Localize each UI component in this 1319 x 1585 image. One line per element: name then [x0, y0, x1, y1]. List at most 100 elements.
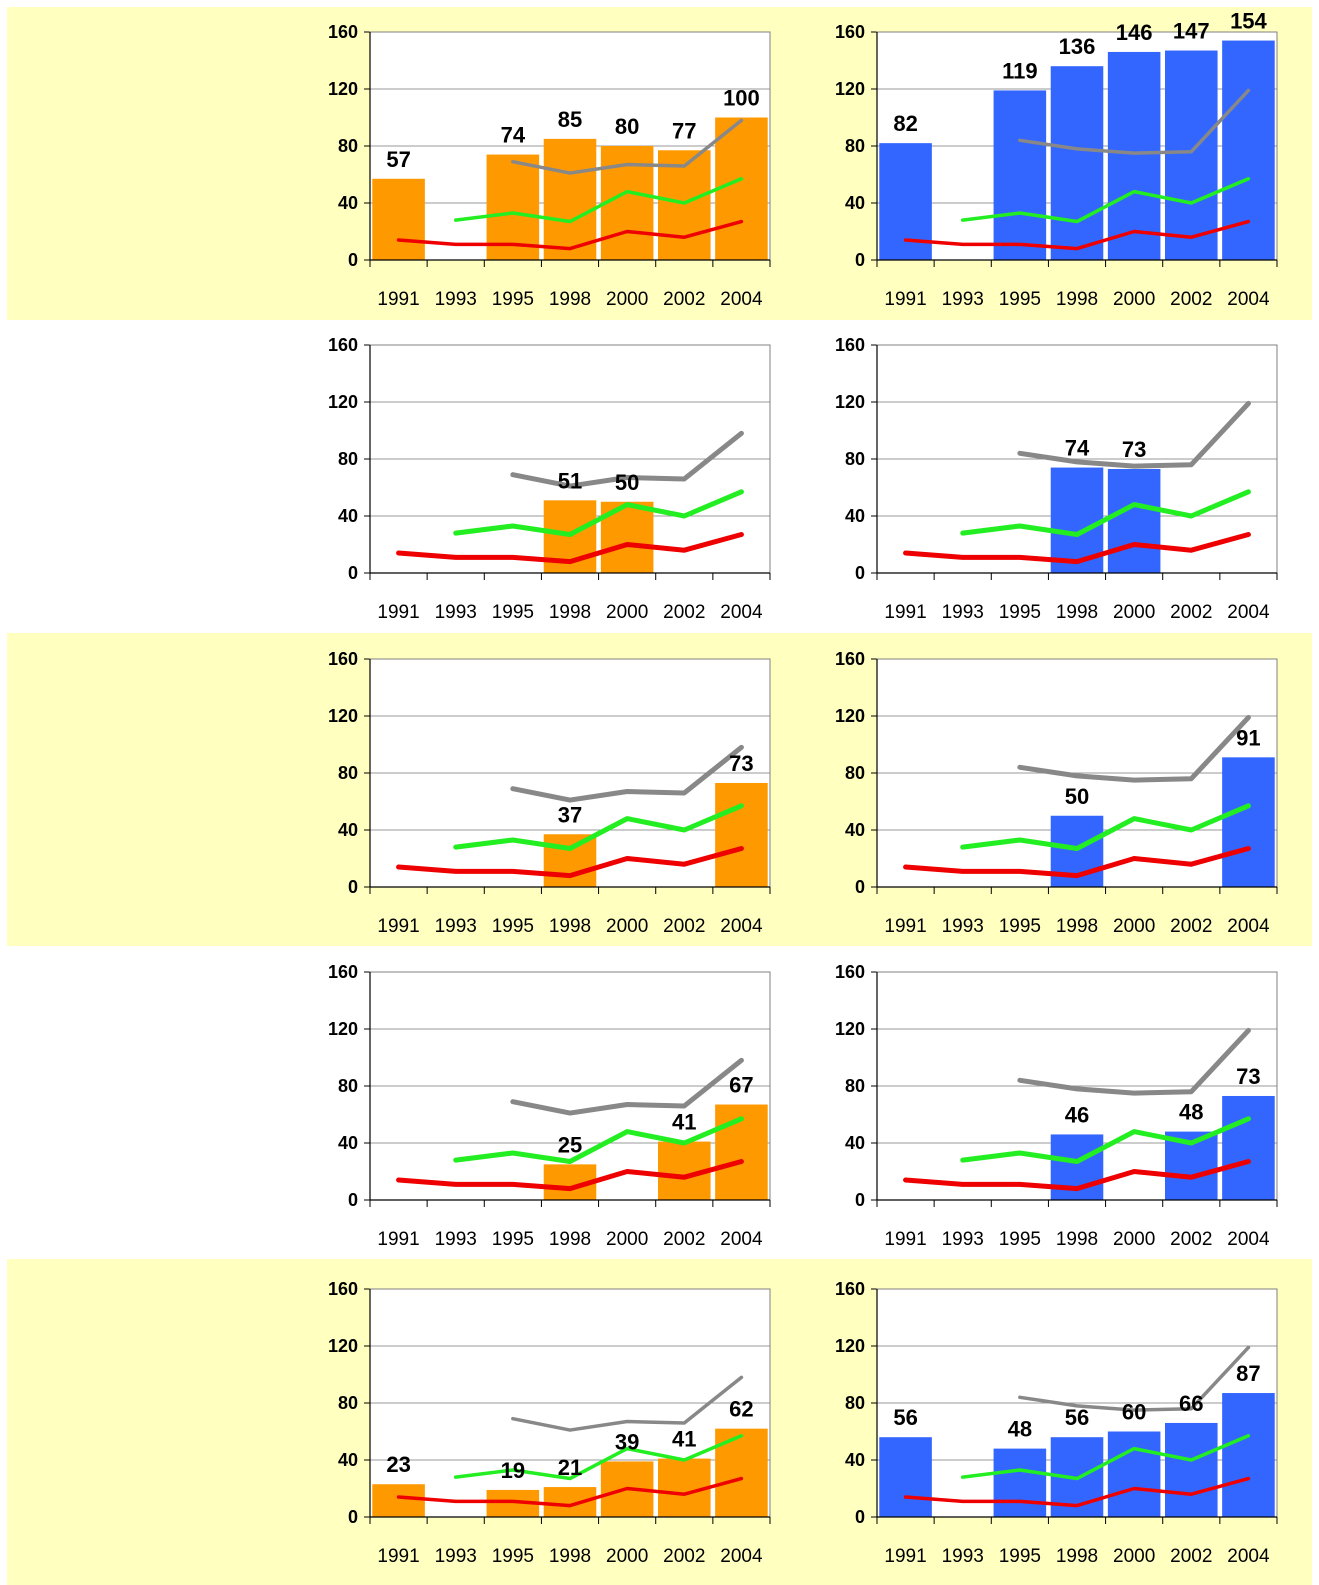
x-tick-label: 1991 [884, 916, 926, 937]
green-series-line [960, 1116, 1251, 1165]
green-series-line [453, 177, 744, 224]
x-tick-label: 2004 [720, 602, 763, 623]
x-tick-label: 2004 [720, 1546, 763, 1567]
red-series-line [396, 219, 744, 251]
left-chart-panel: 0 40 80 120 160 1991 1993 1995 1998 2000 2002 2004 2… [328, 962, 771, 1250]
x-tick-label: 1998 [549, 1229, 591, 1250]
y-tick-label: 0 [348, 250, 358, 270]
x-tick-label: 1991 [377, 602, 419, 623]
y-tick-label: 40 [338, 820, 358, 840]
x-tick-label: 2004 [1227, 602, 1270, 623]
data-label: 39 [615, 1429, 639, 1454]
data-label: 41 [672, 1110, 696, 1135]
data-label: 73 [1236, 1064, 1260, 1089]
data-label: 91 [1236, 725, 1260, 750]
x-tick-label: 2004 [1227, 1229, 1270, 1250]
data-label: 154 [1230, 9, 1267, 34]
left-chart-panel: 0 40 80 120 160 1991 1993 1995 1998 2000 2002 2004 5… [328, 335, 771, 623]
right-chart-panel: 0 40 80 120 160 1991 1993 1995 1998 2000 2002 2004 8… [835, 9, 1278, 310]
red-series-line [903, 846, 1251, 879]
data-label: 146 [1116, 20, 1153, 45]
bar [1165, 1422, 1218, 1517]
x-tick-label: 2000 [606, 1546, 648, 1567]
x-tick-label: 2002 [663, 916, 705, 937]
right-chart-panel: 0 40 80 120 160 1991 1993 1995 1998 2000 2002 2004 7… [835, 335, 1278, 623]
red-series-line [903, 1159, 1251, 1192]
data-label: 25 [558, 1132, 582, 1157]
y-tick-label: 40 [845, 506, 865, 526]
data-label: 62 [729, 1397, 753, 1422]
x-tick-label: 2000 [606, 602, 648, 623]
bar [993, 1448, 1047, 1517]
bar [1107, 51, 1161, 261]
x-tick-label: 2004 [720, 289, 763, 310]
x-tick-label: 1993 [942, 1229, 984, 1250]
green-series-line [453, 1434, 744, 1481]
red-series-line [903, 219, 1251, 251]
y-tick-label: 40 [845, 1133, 865, 1153]
x-tick-label: 1995 [492, 1546, 534, 1567]
x-tick-label: 1993 [435, 602, 477, 623]
green-series-line [960, 489, 1251, 538]
data-label: 73 [729, 751, 753, 776]
y-tick-label: 40 [338, 1450, 358, 1470]
y-tick-label: 0 [348, 563, 358, 583]
x-tick-label: 1995 [999, 916, 1041, 937]
data-label: 74 [1065, 436, 1090, 461]
green-series-line [960, 803, 1251, 852]
data-label: 82 [893, 111, 917, 136]
green-series-line [960, 1434, 1251, 1481]
x-tick-label: 2002 [1170, 916, 1212, 937]
x-tick-label: 1993 [435, 1546, 477, 1567]
bar [1222, 40, 1275, 260]
y-tick-label: 40 [338, 1133, 358, 1153]
grey-series-line [510, 1057, 744, 1116]
x-tick-label: 1995 [492, 602, 534, 623]
data-label: 50 [1065, 784, 1089, 809]
x-tick-label: 1991 [377, 289, 419, 310]
bar [1165, 50, 1218, 261]
x-tick-label: 1991 [377, 916, 419, 937]
y-tick-label: 120 [835, 1336, 865, 1356]
y-tick-label: 40 [338, 506, 358, 526]
y-tick-label: 160 [328, 22, 358, 42]
y-tick-label: 0 [855, 877, 865, 897]
y-tick-label: 80 [845, 1076, 865, 1096]
x-tick-label: 1995 [492, 916, 534, 937]
data-label: 60 [1122, 1400, 1146, 1425]
bar [879, 1437, 932, 1517]
x-tick-label: 2000 [1113, 602, 1155, 623]
x-tick-label: 2000 [1113, 1229, 1155, 1250]
bar [658, 150, 711, 260]
y-tick-label: 160 [835, 962, 865, 982]
data-label: 50 [615, 470, 639, 495]
green-series-line [453, 489, 744, 538]
x-tick-label: 1993 [435, 289, 477, 310]
x-tick-label: 2000 [606, 289, 648, 310]
left-chart-panel: 0 40 80 120 160 1991 1993 1995 1998 2000 2002 2004 3… [328, 649, 771, 937]
x-tick-label: 2000 [1113, 289, 1155, 310]
y-tick-label: 80 [338, 449, 358, 469]
x-tick-label: 1991 [884, 1229, 926, 1250]
data-label: 80 [615, 114, 639, 139]
data-label: 46 [1065, 1102, 1089, 1127]
red-series-line [396, 846, 744, 879]
data-label: 37 [558, 802, 582, 827]
x-tick-label: 2004 [1227, 289, 1270, 310]
x-tick-label: 1998 [549, 289, 591, 310]
x-tick-label: 1998 [1056, 916, 1098, 937]
x-tick-label: 1993 [435, 916, 477, 937]
x-tick-label: 1991 [377, 1229, 419, 1250]
red-series-line [396, 1476, 744, 1508]
bar [1107, 468, 1161, 573]
x-tick-label: 1998 [549, 1546, 591, 1567]
x-tick-label: 2000 [606, 916, 648, 937]
data-label: 48 [1179, 1100, 1203, 1125]
y-tick-label: 160 [328, 1279, 358, 1299]
data-label: 147 [1173, 19, 1210, 44]
y-tick-label: 120 [328, 79, 358, 99]
data-label: 100 [723, 86, 760, 111]
x-tick-label: 2002 [663, 1229, 705, 1250]
x-tick-label: 1991 [884, 602, 926, 623]
x-tick-label: 2002 [663, 1546, 705, 1567]
